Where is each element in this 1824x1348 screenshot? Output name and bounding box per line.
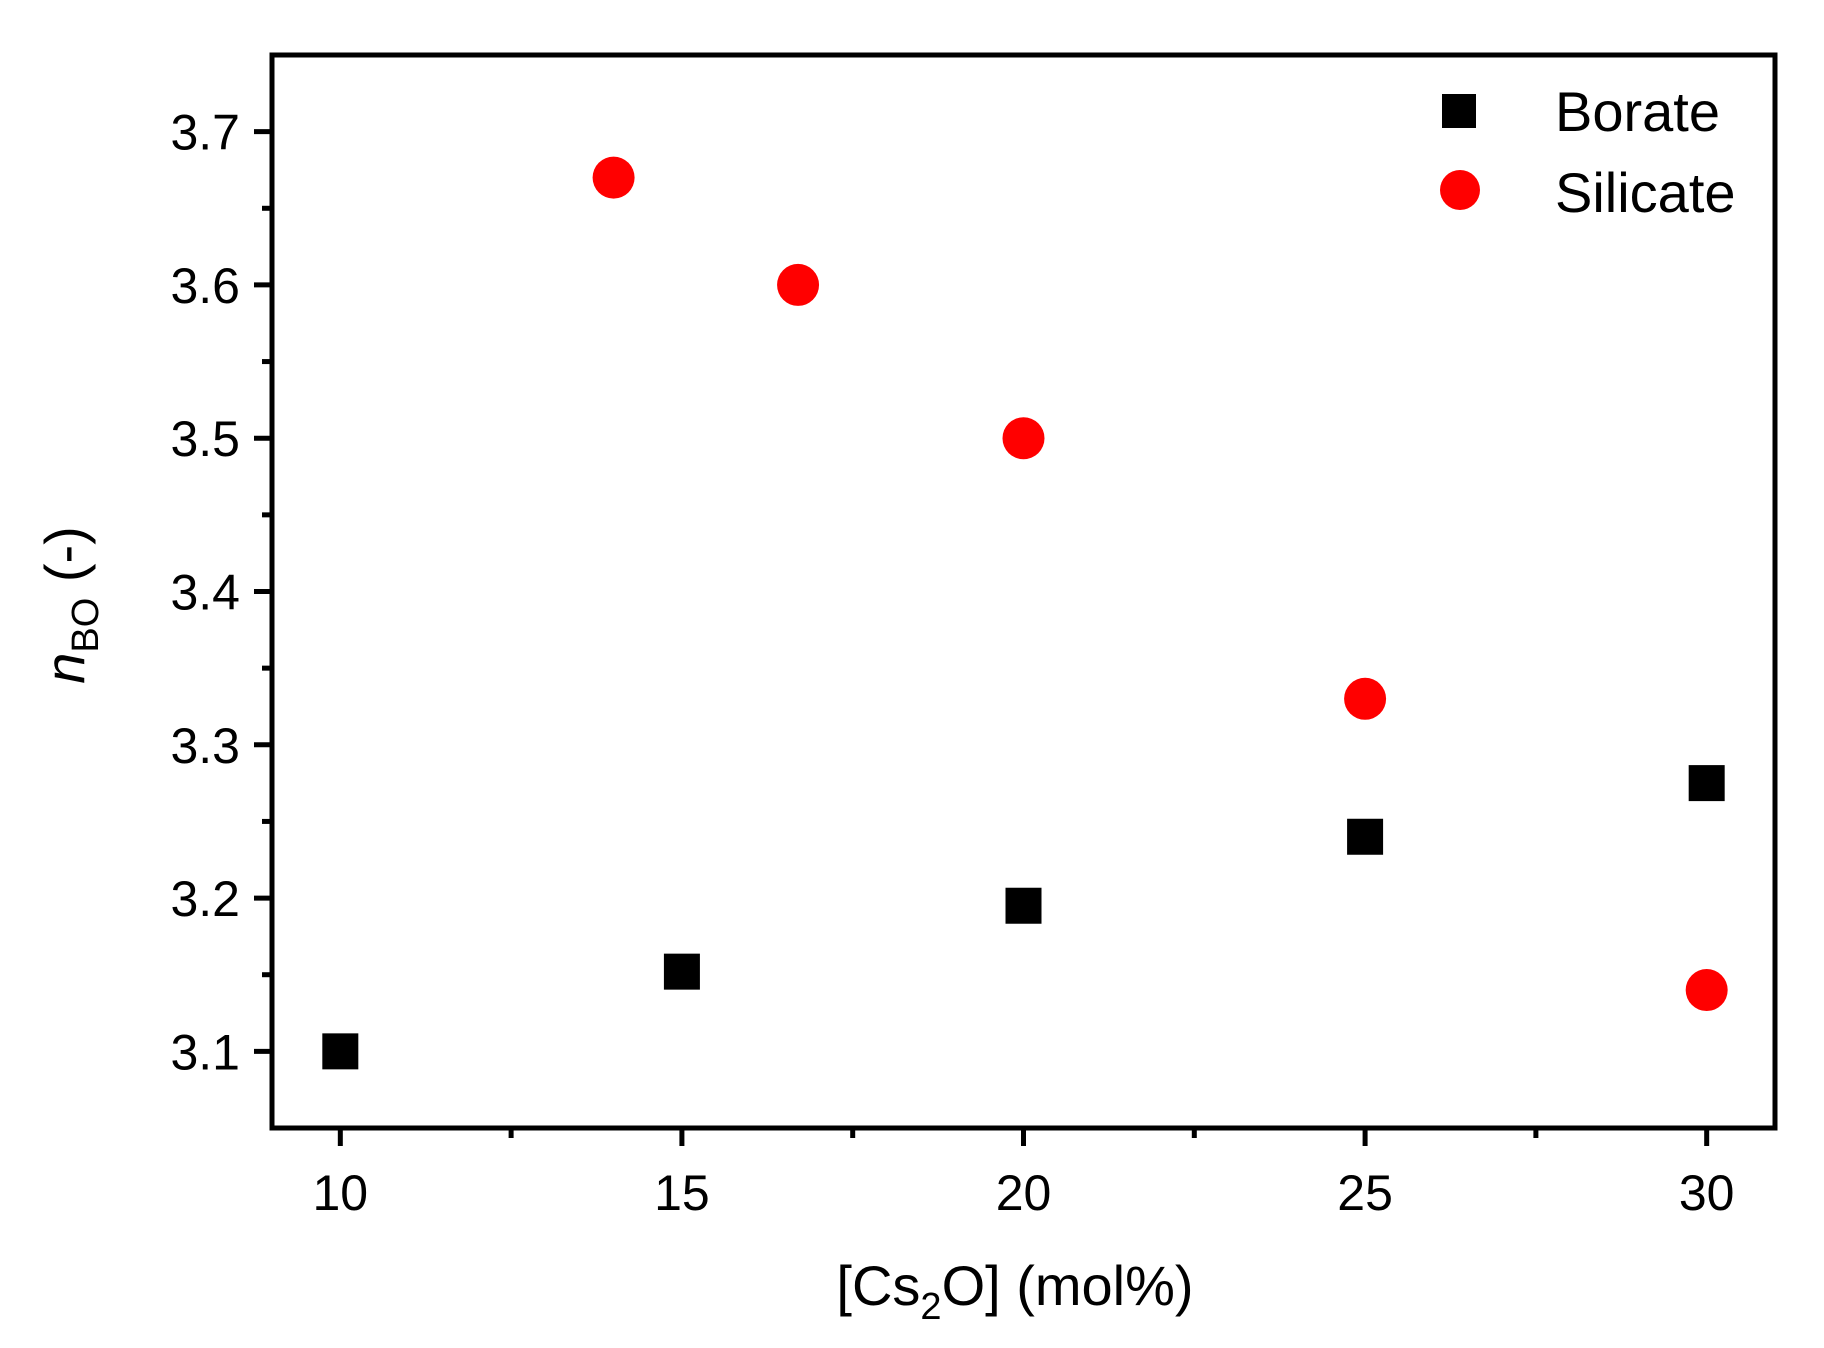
y-tick-label: 3.7: [170, 105, 240, 161]
legend: Borate Silicate: [1440, 80, 1736, 224]
point-borate: [322, 1033, 359, 1070]
y-axis-title-subscript: BO: [65, 598, 107, 653]
point-borate: [1005, 887, 1042, 924]
y-tick-label: 3.6: [170, 258, 240, 314]
axis-tick-labels: 10 15 20 25 30 3.1 3.2 3.3 3.4 3.5 3.6 3.7: [170, 105, 1734, 1221]
y-axis-title-main: n: [33, 653, 96, 684]
point-borate: [1688, 765, 1725, 802]
x-axis-title-prefix: [Cs: [836, 1254, 920, 1317]
point-silicate: [592, 156, 635, 199]
axis-ticks: [254, 129, 1710, 1146]
x-axis-title-subscript: 2: [920, 1286, 941, 1328]
y-axis-title-suffix: (-): [33, 526, 96, 598]
x-axis-title: [Cs2O] (mol%): [836, 1254, 1193, 1328]
y-axis-title: nBO (-): [33, 526, 107, 684]
y-tick-label: 3.5: [170, 411, 240, 467]
point-silicate: [777, 263, 820, 306]
point-borate: [663, 953, 700, 990]
y-tick-label: 3.2: [170, 871, 240, 927]
legend-marker-silicate: [1440, 170, 1480, 210]
plot-frame: [269, 52, 1778, 1131]
y-tick-label: 3.3: [170, 718, 240, 774]
point-silicate: [1002, 417, 1045, 460]
point-silicate: [1685, 969, 1728, 1012]
x-tick-label: 30: [1679, 1165, 1735, 1221]
point-borate: [1347, 818, 1384, 855]
x-tick-label: 10: [313, 1165, 369, 1221]
legend-label-borate: Borate: [1555, 80, 1720, 143]
y-tick-label: 3.1: [170, 1024, 240, 1080]
y-tick-label: 3.4: [170, 565, 240, 621]
x-axis-title-suffix: O] (mol%): [942, 1254, 1194, 1317]
x-tick-label: 15: [654, 1165, 710, 1221]
point-silicate: [1344, 677, 1387, 720]
legend-label-silicate: Silicate: [1555, 161, 1736, 224]
legend-marker-borate: [1442, 94, 1476, 128]
data-points: [322, 156, 1728, 1070]
x-tick-label: 20: [996, 1165, 1052, 1221]
x-tick-label: 25: [1337, 1165, 1393, 1221]
